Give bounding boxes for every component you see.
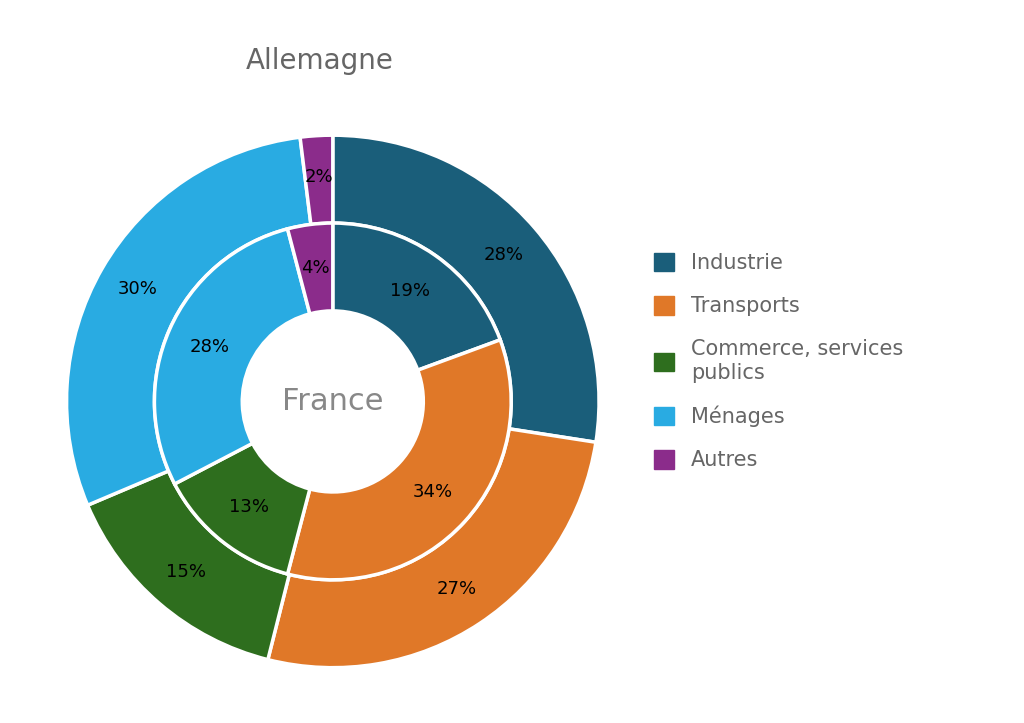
Wedge shape bbox=[288, 340, 511, 580]
Wedge shape bbox=[333, 135, 599, 442]
Text: 15%: 15% bbox=[167, 563, 207, 581]
Text: 28%: 28% bbox=[483, 246, 523, 264]
Legend: Industrie, Transports, Commerce, services
publics, Ménages, Autres: Industrie, Transports, Commerce, service… bbox=[645, 244, 911, 479]
Text: Allemagne: Allemagne bbox=[246, 47, 393, 74]
Wedge shape bbox=[300, 135, 333, 224]
Wedge shape bbox=[88, 471, 290, 659]
Wedge shape bbox=[268, 429, 596, 667]
Wedge shape bbox=[175, 443, 310, 574]
Wedge shape bbox=[333, 223, 500, 370]
Text: 28%: 28% bbox=[189, 338, 229, 356]
Wedge shape bbox=[288, 223, 333, 314]
Text: 34%: 34% bbox=[413, 483, 453, 501]
Text: 30%: 30% bbox=[118, 280, 158, 298]
Text: 13%: 13% bbox=[229, 497, 269, 515]
Text: 27%: 27% bbox=[437, 580, 477, 598]
Wedge shape bbox=[67, 137, 311, 505]
Text: 4%: 4% bbox=[301, 259, 330, 277]
Text: 19%: 19% bbox=[390, 282, 430, 300]
Text: 2%: 2% bbox=[304, 168, 333, 186]
Wedge shape bbox=[155, 229, 310, 484]
Text: France: France bbox=[282, 387, 384, 416]
